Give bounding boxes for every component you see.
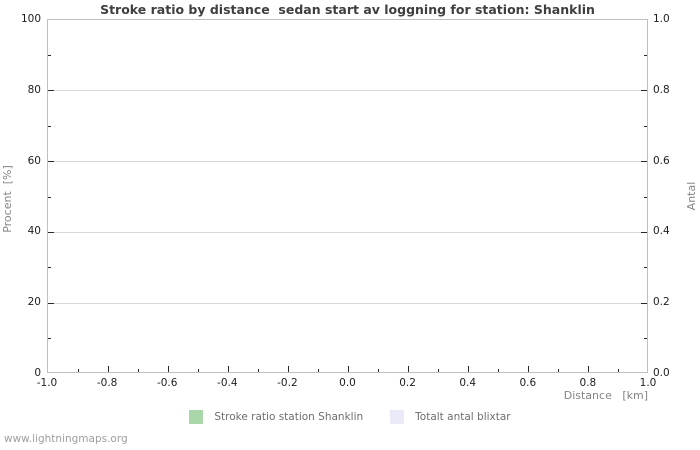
tick-mark [528,366,530,372]
minor-tick-mark [48,338,51,340]
gridline [48,90,647,92]
legend-item-label: Totalt antal blixtar [415,411,511,423]
y-axis-left-label: Procent [%] [1,165,14,233]
tick-mark [48,161,54,163]
minor-tick-mark [77,369,79,372]
tick-mark [641,161,647,163]
y-left-tick-label: 20 [27,296,41,309]
gridline [48,302,647,304]
legend-swatch [390,410,405,424]
y-left-tick-label: 40 [27,225,41,238]
minor-tick-mark [378,369,380,372]
x-tick-label: 0.2 [399,377,416,389]
tick-mark [348,366,349,372]
x-tick-label: 1.0 [639,377,657,389]
tick-mark [641,231,647,233]
tick-mark [468,366,470,372]
y-right-tick-label: 0.4 [653,225,670,238]
tick-mark [48,231,54,233]
x-tick-label: -0.2 [277,377,298,389]
legend-swatch [189,410,204,424]
y-left-tick-label: 100 [20,13,41,25]
minor-tick-mark [48,125,51,127]
y-right-tick-label: 0.8 [653,83,670,96]
x-tick-label: 0.8 [579,377,597,389]
minor-tick-mark [197,369,199,372]
tick-mark [588,366,590,372]
minor-tick-mark [137,369,139,372]
minor-tick-mark [438,369,440,372]
y-left-tick-label: 60 [27,154,41,167]
minor-tick-mark [558,369,560,372]
legend-item-label: Stroke ratio station Shanklin [214,411,364,423]
tick-mark [287,366,289,372]
minor-tick-mark [48,267,51,269]
minor-tick-mark [618,369,620,372]
y-right-tick-label: 0.0 [653,367,670,379]
tick-mark [48,90,54,92]
minor-tick-mark [644,125,647,127]
x-tick-label: -0.4 [217,377,238,389]
x-tick-label: 0.4 [459,377,477,389]
x-tick-label: 0.6 [519,377,537,389]
x-tick-label: -0.6 [156,377,178,389]
y-left-tick-label: 0 [34,367,41,379]
x-tick-label: -0.8 [96,377,118,389]
minor-tick-mark [498,369,500,372]
tick-mark [107,366,109,372]
minor-tick-mark [48,196,51,198]
tick-mark [48,302,54,304]
legend-item: Totalt antal blixtar [390,410,511,424]
legend: Stroke ratio station Shanklin Totalt anta… [0,410,700,424]
tick-mark [227,366,229,372]
tick-mark [641,302,647,304]
tick-mark [167,366,169,372]
y-left-tick-label: 80 [27,83,41,96]
gridline [48,231,647,233]
tick-mark [408,366,410,372]
minor-tick-mark [48,54,51,56]
minor-tick-mark [257,369,259,372]
gridline [48,161,647,163]
watermark-url: www.lightningmaps.org [4,433,128,445]
minor-tick-mark [644,196,647,198]
y-right-tick-label: 1.0 [653,13,670,25]
minor-tick-mark [644,338,647,340]
y-right-tick-label: 0.6 [653,154,670,167]
minor-tick-mark [644,54,647,56]
chart-title: Stroke ratio by distance sedan start av … [100,2,595,17]
x-axis-label: Distance [km] [563,389,648,402]
tick-mark [641,90,647,92]
x-tick-label: 0.0 [339,377,356,389]
minor-tick-mark [317,369,319,372]
minor-tick-mark [644,267,647,269]
y-axis-right-label: Antal [685,181,698,211]
y-right-tick-label: 0.2 [653,296,670,309]
legend-item: Stroke ratio station Shanklin [189,410,363,424]
plot-area [47,19,648,373]
x-tick-label: -1.0 [36,377,58,389]
